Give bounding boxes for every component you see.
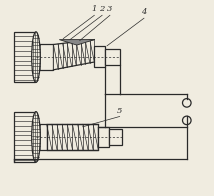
Bar bbox=[109, 129, 122, 145]
Text: 4: 4 bbox=[141, 8, 147, 16]
Bar bbox=[13, 32, 35, 83]
Text: 1: 1 bbox=[92, 5, 97, 13]
Text: 5: 5 bbox=[117, 107, 122, 114]
Bar bbox=[36, 124, 47, 150]
Ellipse shape bbox=[32, 112, 40, 162]
Polygon shape bbox=[54, 40, 94, 70]
Bar bbox=[105, 49, 120, 64]
Bar bbox=[94, 46, 105, 67]
Bar bbox=[36, 44, 54, 70]
Ellipse shape bbox=[32, 32, 40, 83]
Bar bbox=[98, 127, 109, 147]
Bar bbox=[47, 124, 98, 150]
Text: 2: 2 bbox=[100, 5, 105, 13]
Polygon shape bbox=[59, 40, 94, 45]
Bar bbox=[13, 112, 35, 162]
Text: 3: 3 bbox=[107, 5, 113, 13]
